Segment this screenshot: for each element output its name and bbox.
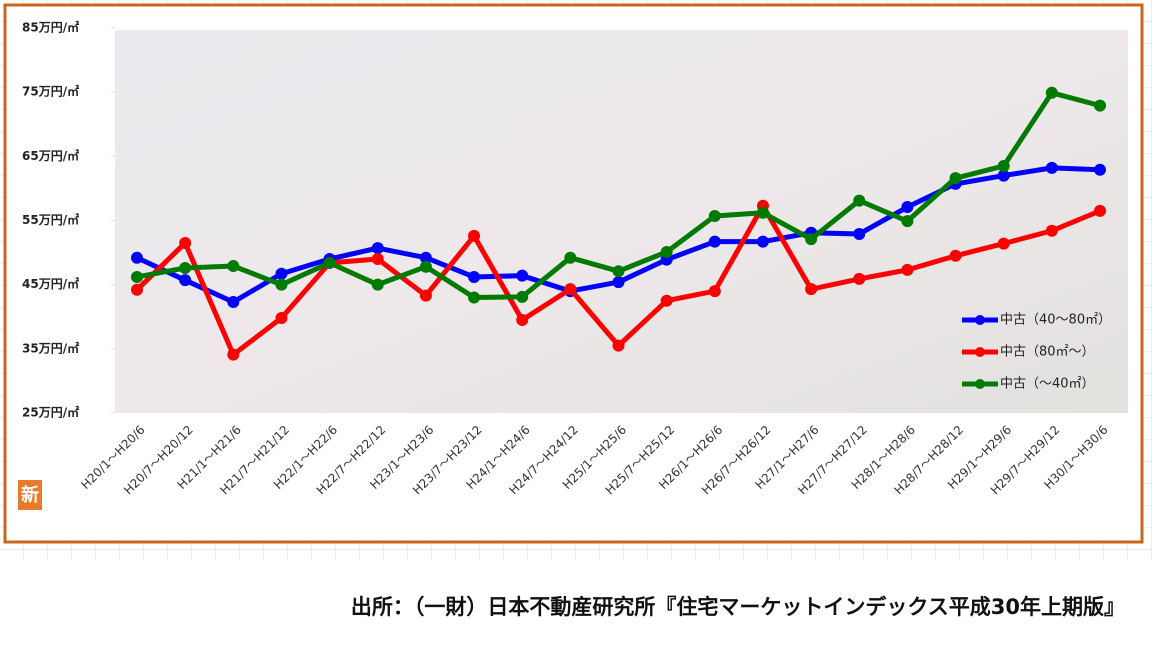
point [179,236,192,249]
source: 出所：（一財）日本不動産研究所『住宅マーケットインデックス平成30年上期版』 [351,595,1125,619]
point [708,210,721,223]
y-tick-label: 25万円/㎡ [22,405,79,420]
legend-marker [975,379,985,389]
y-tick-label: 75万円/㎡ [22,84,79,99]
point [323,256,336,269]
point [468,229,481,242]
point [612,276,625,289]
point [275,278,288,291]
point [997,159,1010,172]
point [853,272,866,285]
point [371,278,384,291]
plot-background [115,30,1128,413]
point [516,269,529,282]
point [1045,161,1058,174]
y-tick-label: 35万円/㎡ [22,340,79,355]
point [419,251,432,264]
point [468,270,481,283]
point [660,245,673,258]
point [564,251,577,264]
point [179,274,192,287]
point [997,169,1010,182]
y-tick-label: 55万円/㎡ [22,212,79,227]
point [419,289,432,302]
badge: 新 [21,484,39,506]
point [1094,163,1106,176]
point [805,233,818,246]
point [708,285,721,298]
y-tick-label: 45万円/㎡ [22,276,79,291]
point [756,235,769,248]
legend-label: 中古（40～80㎡） [1000,313,1111,328]
y-tick-label: 85万円/㎡ [22,20,79,35]
y-tick-label: 65万円/㎡ [22,148,79,163]
point [949,172,962,185]
point [805,283,818,296]
point [516,313,529,326]
point [131,270,143,283]
point [853,227,866,240]
point [1045,86,1058,99]
point [419,260,432,273]
point [516,290,529,303]
point [997,237,1010,250]
point [371,242,384,255]
badge-box [18,480,42,510]
legend-label: 中古（～40㎡） [1000,377,1095,392]
point [275,312,288,325]
point [853,194,866,207]
point [612,265,625,278]
point [1045,224,1058,237]
point [756,206,769,219]
point [564,283,577,296]
point [179,261,192,274]
point [227,260,240,273]
point [901,263,914,276]
point [131,251,143,264]
point [468,291,481,304]
point [131,283,143,296]
footer-bg [0,560,1152,648]
point [275,267,288,280]
point [1094,99,1106,112]
point [371,253,384,265]
point [949,249,962,262]
point [1094,204,1106,217]
point [901,215,914,228]
legend-label: 中古（80㎡～） [1000,345,1095,360]
point [227,295,240,308]
legend-marker [975,315,985,325]
point [612,339,625,352]
point [901,201,914,214]
point [708,235,721,248]
legend-marker [975,347,985,357]
point [227,348,240,361]
point [660,294,673,307]
